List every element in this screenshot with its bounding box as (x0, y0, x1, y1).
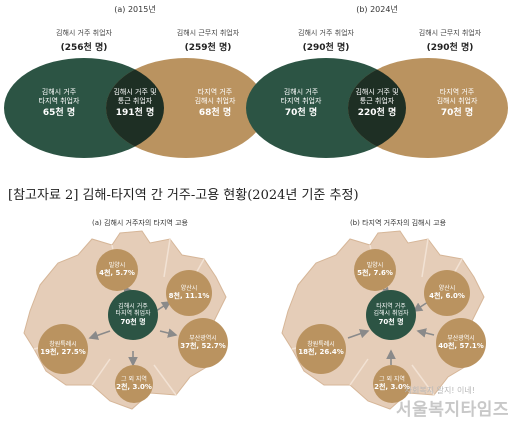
venn-2024-right-label: 김해시 근무지 취업자 (418, 29, 482, 37)
venn-2024-right-text: 타지역 거주 김해시 취업자 70천 명 (412, 88, 502, 119)
venn-2024-overlap (348, 58, 406, 158)
map-b-node-other: 그 외 지역 2천, 3.0% (373, 365, 411, 403)
venn-2015-mid-text: 김해시 거주 및 통근 취업자 191천 명 (90, 88, 180, 119)
map-b-node-busan: 부산광역시 40천, 57.1% (436, 318, 486, 368)
venn-2015-left-text: 김해시 거주 타지역 취업자 65천 명 (14, 88, 104, 119)
venn-2024-right-total: (290천 명) (426, 43, 474, 53)
venn-diagrams (4, 58, 508, 158)
map-b-arrow-busan (416, 328, 435, 338)
map-b-title: (b) 타지역 거주자의 김해시 고용 (349, 219, 447, 227)
map-b-node-milyang: 밀양시 5천, 7.6% (354, 249, 396, 291)
map-a-arrow-busan (159, 328, 178, 338)
reference-title: [참고자료 2] 김해-타지역 간 거주-고용 현황(2024년 기준 추정) (8, 188, 359, 203)
venn-2015-right-value: 68천 명 (198, 107, 232, 118)
venn-2024-left-value: 70천 명 (284, 107, 318, 118)
map-a-node-other: 그 외 지역 2천, 3.0% (115, 365, 153, 403)
map-a-node-yangsan: 양산시 8천, 11.1% (166, 270, 212, 316)
venn-2024-title: (b) 2024년 (356, 5, 398, 14)
venn-2015-mid-value: 191천 명 (115, 107, 155, 118)
map-a-arrow-changwon (88, 330, 111, 340)
map-b-arrow-changwon (347, 329, 370, 339)
watermark: 서울복지타임즈 (396, 400, 509, 420)
venn-2015-left-label: 김해시 거주 취업자 (56, 29, 112, 37)
venn-2015-right-total: (259천 명) (184, 43, 232, 53)
map-a-node-changwon: 창원특례시 19천, 27.5% (38, 324, 88, 374)
venn-2015-title: (a) 2015년 (114, 5, 156, 14)
venn-2024-mid-text: 김해시 거주 및 통근 취업자 220천 명 (332, 88, 422, 119)
map-a-center-bubble: 김해시 거주 타지역 취업자 70천 명 (108, 290, 158, 340)
venn-2024-right-value: 70천 명 (440, 107, 474, 118)
map-a-title: (a) 김해시 거주자의 타지역 고용 (92, 219, 188, 227)
map-b-center-bubble: 타지역 거주 김해시 취업자 70천 명 (366, 290, 416, 340)
venn-2015-right-label: 김해시 근무지 취업자 (176, 29, 240, 37)
venn-2015-left-total: (256천 명) (60, 43, 108, 53)
watermark-subtext: 사회복지 알지! 이네! (404, 386, 475, 395)
map-b-node-changwon: 창원특례시 18천, 26.4% (296, 324, 346, 374)
map-b-node-yangsan: 양산시 4천, 6.0% (424, 270, 470, 316)
venn-2024-left-total: (290천 명) (302, 43, 350, 53)
venn-2015-left-value: 65천 명 (42, 107, 76, 118)
map-a-node-busan: 부산광역시 37천, 52.7% (178, 318, 228, 368)
venn-2015-right-text: 타지역 거주 김해시 취업자 68천 명 (170, 88, 260, 119)
venn-2024-mid-value: 220천 명 (357, 107, 397, 118)
venn-2015-overlap (106, 58, 164, 158)
venn-2024-left-label: 김해시 거주 취업자 (298, 29, 354, 37)
map-a-node-milyang: 밀양시 4천, 5.7% (96, 249, 138, 291)
venn-2024-left-text: 김해시 거주 타지역 취업자 70천 명 (256, 88, 346, 119)
